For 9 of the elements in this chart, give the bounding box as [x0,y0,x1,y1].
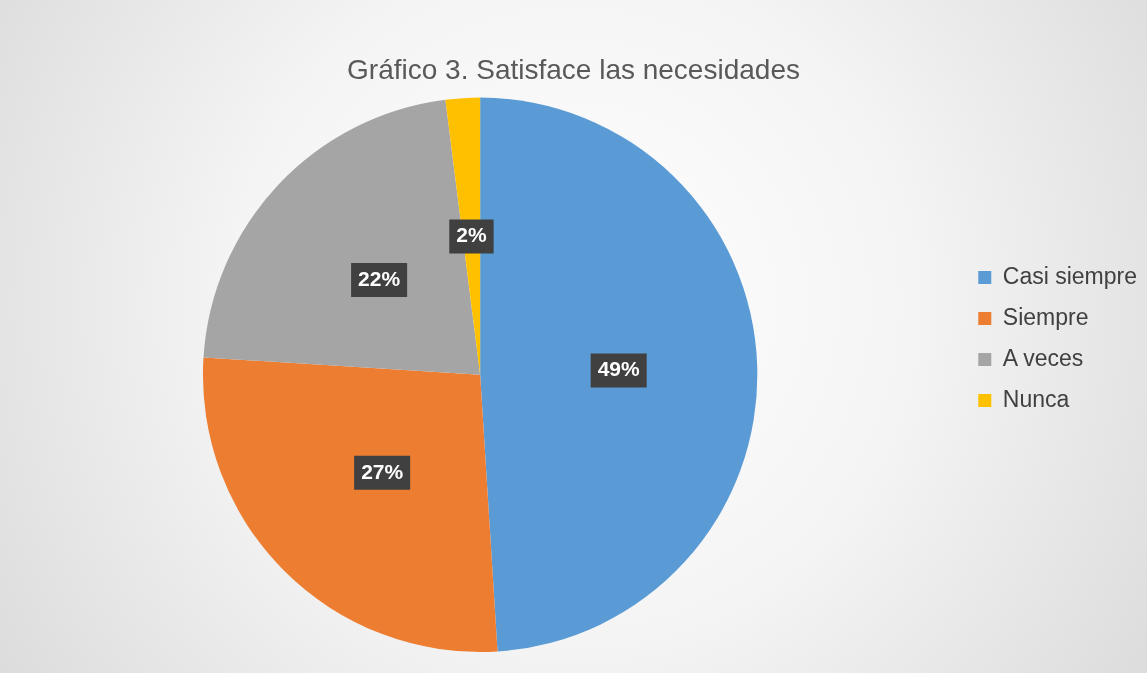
legend-label: A veces [1002,344,1084,371]
chart-title: Gráfico 3. Satisface las necesidades [347,53,800,85]
data-label: 27% [361,459,404,483]
legend-label: Casi siempre [1002,262,1138,289]
data-label: 2% [456,223,487,247]
data-label: 49% [597,357,641,381]
data-label: 22% [358,266,401,290]
legend-label: Nunca [1002,385,1070,412]
legend-label: Siempre [1002,303,1089,330]
